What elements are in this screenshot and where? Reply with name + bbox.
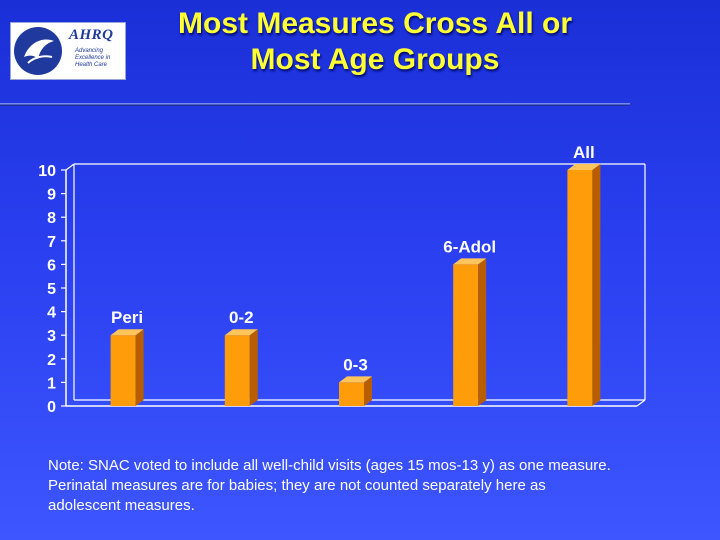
- note-line-3: adolescent measures.: [48, 497, 195, 514]
- bar-top: [567, 164, 601, 170]
- bar-side: [478, 258, 487, 406]
- y-tick-label: 7: [47, 234, 56, 251]
- bar-side: [249, 329, 258, 406]
- footnote: Note: SNAC voted to include all well-chi…: [48, 456, 720, 516]
- bar-category-label: 0-3: [343, 355, 368, 374]
- bar: [224, 335, 250, 406]
- title-divider: [0, 103, 630, 106]
- bar-chart: 0 1 2 3 4 5 6 7 8 9 10 Peri 0-2 0-3 6-Adol All: [38, 143, 646, 416]
- note-line-1: Note: SNAC voted to include all well-chi…: [48, 457, 611, 474]
- title-line-1: Most Measures Cross All or: [178, 7, 572, 40]
- note-line-2: Perinatal measures are for babies; they …: [48, 477, 546, 494]
- bar-side: [592, 164, 601, 406]
- bar-side: [364, 376, 372, 406]
- hhs-eagle-icon: [14, 27, 62, 75]
- bar-top: [339, 376, 372, 383]
- bar-category-label: Peri: [111, 308, 143, 327]
- ahrq-wordmark: AHRQ: [69, 27, 114, 43]
- y-tick-label: 5: [47, 281, 56, 298]
- ahrq-tagline: Advancing Excellence in Health Care: [75, 48, 111, 68]
- y-tick-label: 6: [47, 257, 56, 274]
- y-tick-label: 4: [47, 305, 56, 322]
- y-tick-label: 3: [47, 328, 56, 345]
- bar-category-label: All: [573, 143, 595, 162]
- bar-top: [110, 329, 144, 336]
- y-tick-label: 9: [47, 187, 56, 204]
- bar-top: [453, 258, 487, 265]
- bar-top: [224, 329, 258, 336]
- bar-side: [135, 329, 144, 406]
- bar: [339, 382, 364, 406]
- y-tick-label: 8: [47, 210, 56, 227]
- page-title: Most Measures Cross All or Most Age Grou…: [130, 6, 620, 78]
- y-tick-label: 10: [38, 163, 56, 180]
- bar-category-label: 6-Adol: [443, 237, 496, 256]
- bar: [567, 170, 593, 406]
- bar: [453, 264, 479, 406]
- frame-floor-right-edge: [636, 399, 646, 407]
- y-tick-label: 0: [47, 399, 56, 416]
- frame-top-left-edge: [65, 163, 75, 171]
- y-tick-label: 2: [47, 352, 56, 369]
- title-line-2: Most Age Groups: [250, 43, 500, 76]
- bar: [110, 335, 136, 406]
- y-tick-label: 1: [47, 375, 56, 392]
- bar-category-label: 0-2: [229, 308, 254, 327]
- ahrq-logo: AHRQ Advancing Excellence in Health Care: [10, 22, 126, 80]
